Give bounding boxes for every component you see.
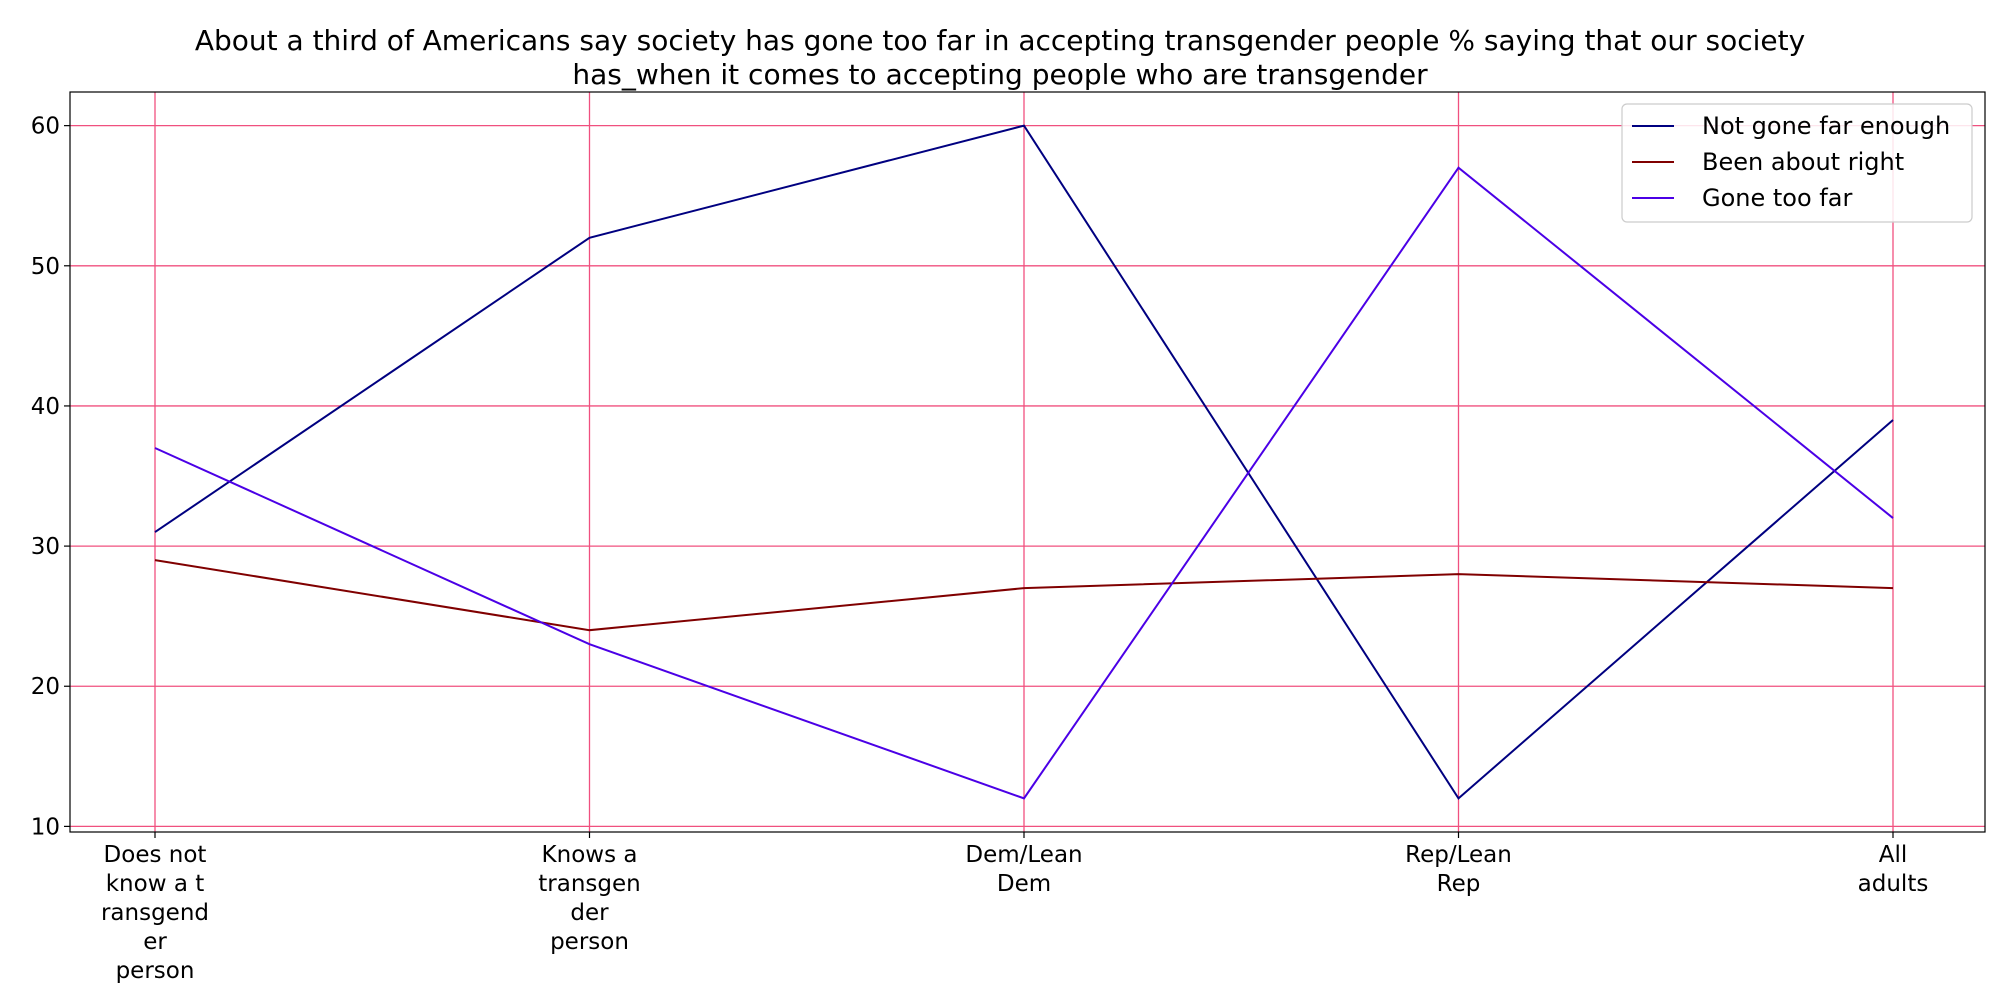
chart-title-line: has_when it comes to accepting people wh… xyxy=(572,58,1428,91)
y-tick-label: 50 xyxy=(31,254,60,280)
legend-label-2: Gone too far xyxy=(1702,184,1852,212)
x-tick-label: Dem xyxy=(997,871,1051,897)
chart-title-line: About a third of Americans say society h… xyxy=(195,24,1805,57)
series-lines xyxy=(154,124,1894,800)
x-tick-label: transgen xyxy=(538,871,640,897)
y-tick-label: 20 xyxy=(31,674,60,700)
x-tick-label: der xyxy=(570,900,609,926)
series-line-1 xyxy=(154,559,1894,632)
x-tick-label: ransgend xyxy=(101,900,209,926)
x-tick-label: Dem/Lean xyxy=(965,842,1082,868)
x-tick-label: Rep/Lean xyxy=(1405,842,1512,868)
x-axis: Does not know a t ransgend er person Knows a t… xyxy=(101,832,1928,984)
x-tick-label: adults xyxy=(1858,871,1929,897)
y-tick-label: 30 xyxy=(31,534,60,560)
x-tick-label: person xyxy=(550,929,629,955)
series-line-0 xyxy=(154,124,1894,800)
legend-label-0: Not gone far enough xyxy=(1702,112,1950,140)
series-line-2 xyxy=(154,166,1894,800)
x-tick-label: Does not xyxy=(104,842,207,868)
x-tick-label: person xyxy=(116,958,195,984)
x-tick-label: er xyxy=(143,929,167,955)
y-axis: 10 20 30 40 50 60 xyxy=(31,114,70,840)
y-tick-label: 10 xyxy=(31,814,60,840)
x-tick-label: Rep xyxy=(1437,871,1481,897)
x-tick-label: Knows a xyxy=(542,842,638,868)
y-tick-label: 40 xyxy=(31,394,60,420)
x-tick-label: All xyxy=(1879,842,1908,868)
legend: Not gone far enough Been about right Gone … xyxy=(1621,103,1973,223)
y-tick-label: 60 xyxy=(31,114,60,140)
chart-title: About a third of Americans say society h… xyxy=(195,24,1805,91)
x-tick-label: know a t xyxy=(106,871,205,897)
legend-label-1: Been about right xyxy=(1702,148,1904,176)
legend-box xyxy=(1621,103,1973,223)
plot-frame xyxy=(69,91,1986,833)
